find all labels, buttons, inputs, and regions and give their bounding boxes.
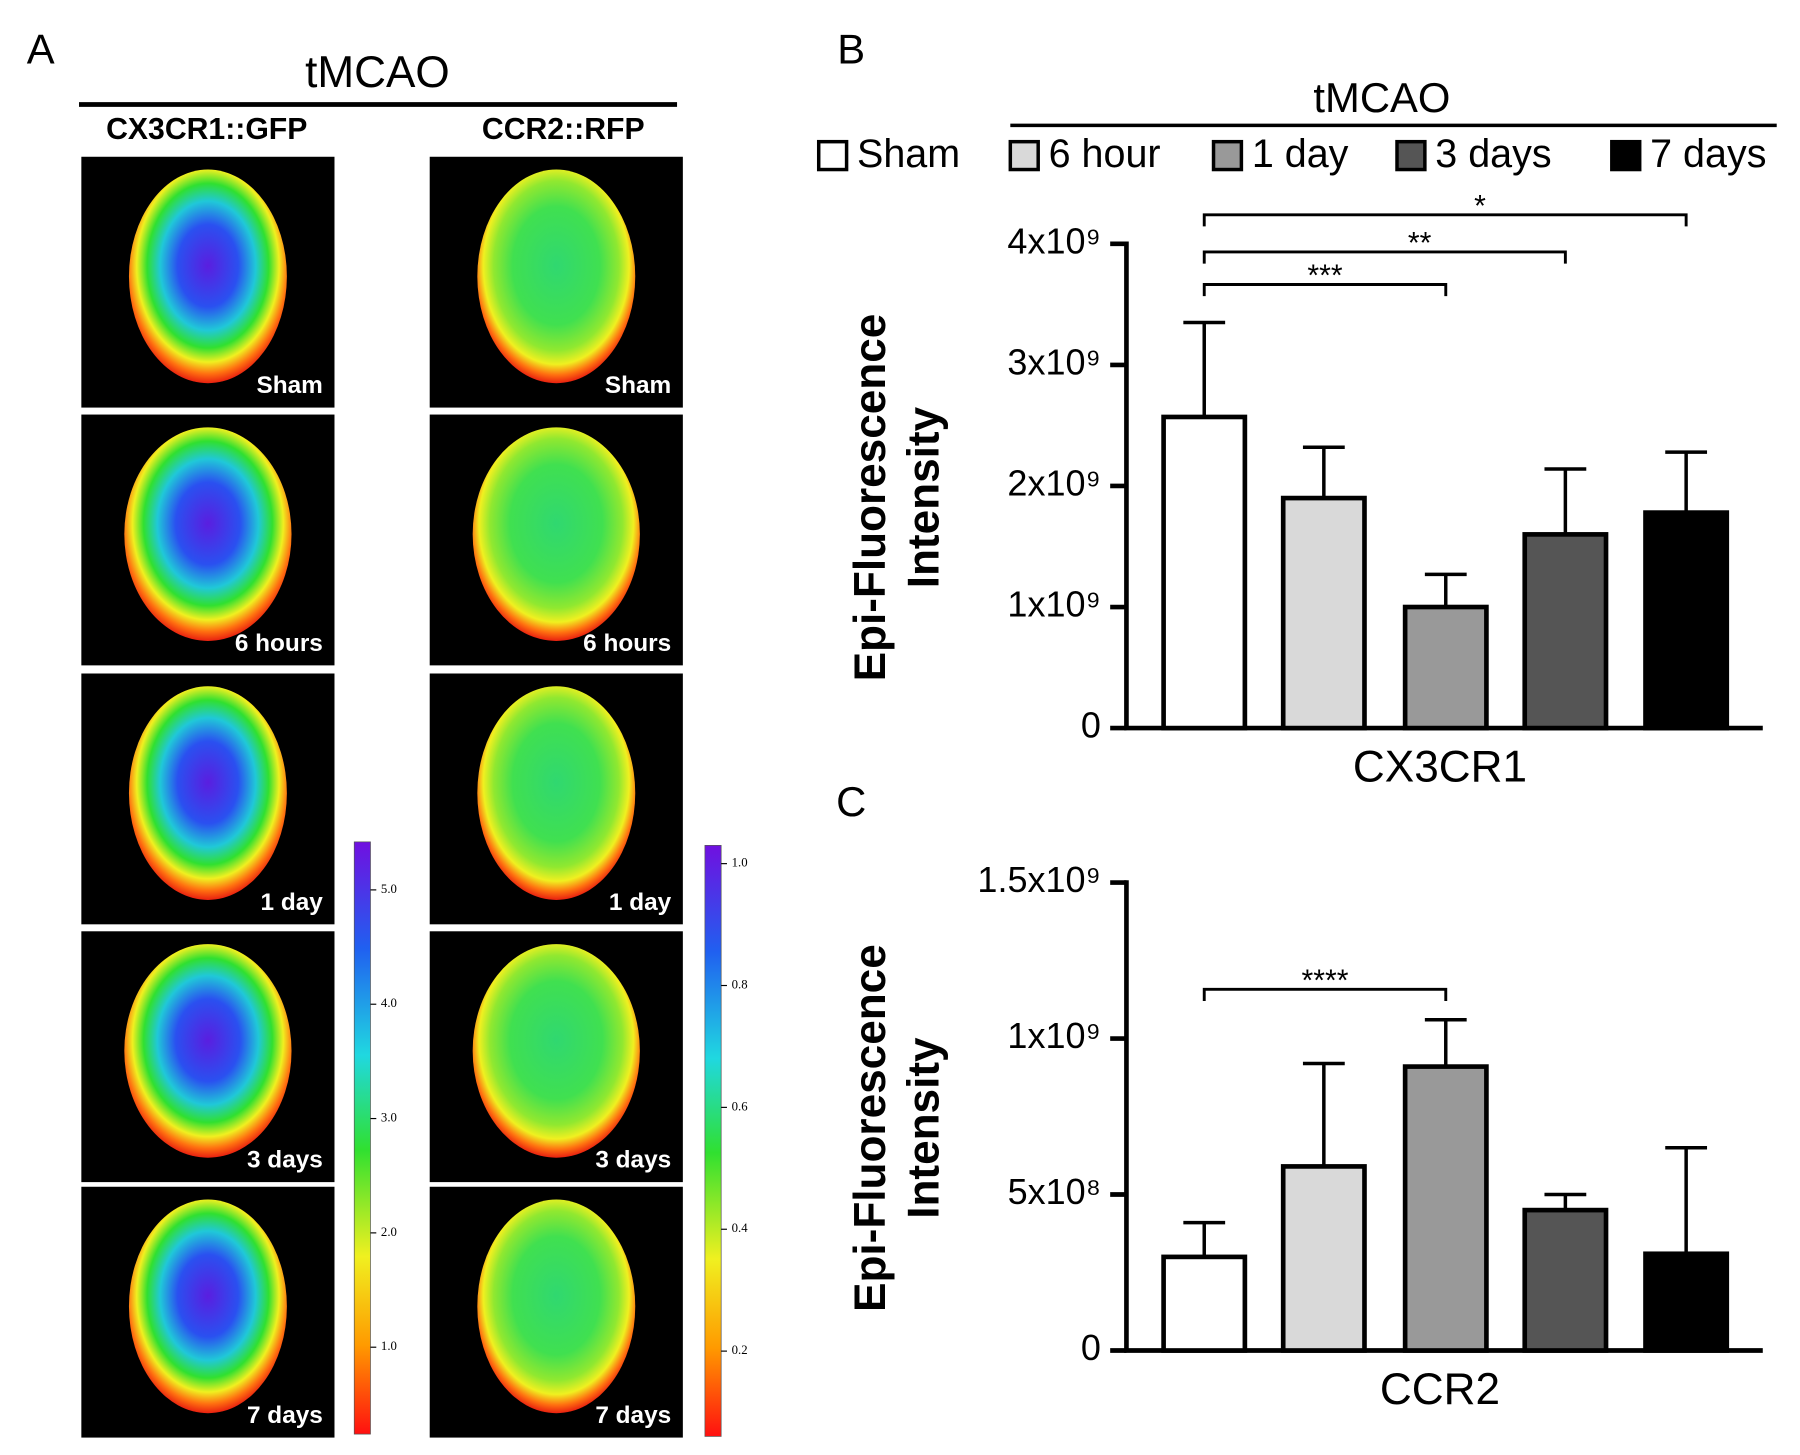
- legend-title: tMCAO: [1313, 74, 1450, 121]
- colorbar: [704, 845, 722, 1437]
- x-axis-label: CCR2: [1380, 1365, 1500, 1414]
- bar: [1522, 1207, 1609, 1353]
- brain-signal: [477, 169, 636, 384]
- brain-signal: [124, 427, 292, 641]
- colorbar-tick-label: 2.0: [381, 1225, 397, 1239]
- y-axis-label: Epi-Fluorescence: [846, 944, 895, 1312]
- brain-signal: [128, 686, 287, 900]
- legend-label: 7 days: [1650, 132, 1766, 176]
- bar: [1402, 604, 1489, 731]
- brain-signal: [477, 686, 636, 900]
- y-tick-label: 0: [1081, 705, 1101, 746]
- bar: [1522, 532, 1609, 731]
- y-axis-label: Intensity: [899, 1037, 948, 1219]
- significance-label: **: [1408, 227, 1432, 260]
- brain-signal: [472, 427, 640, 641]
- colorbar-tick-label: 0.4: [732, 1221, 749, 1235]
- significance-label: ****: [1302, 964, 1349, 997]
- bar: [1161, 1254, 1248, 1353]
- timepoint-label: 7 days: [595, 1402, 671, 1429]
- colorbar: [353, 841, 371, 1435]
- bar: [1161, 414, 1248, 731]
- colorbar-tick-label: 0.8: [732, 977, 748, 991]
- column-label: CCR2::RFP: [482, 113, 645, 146]
- brain-signal: [128, 1199, 287, 1414]
- y-tick-label: 1x10⁹: [1007, 1015, 1100, 1056]
- x-axis-label: CX3CR1: [1353, 743, 1527, 792]
- colorbar-tick-label: 1.0: [732, 856, 748, 870]
- bar: [1280, 495, 1367, 731]
- y-tick-label: 1x10⁹: [1007, 584, 1100, 625]
- legend-label: 1 day: [1252, 132, 1349, 176]
- legend-swatch: [1211, 139, 1244, 172]
- timepoint-label: Sham: [256, 372, 322, 399]
- panel-title: tMCAO: [305, 48, 450, 97]
- brain-signal: [472, 944, 640, 1158]
- significance-bracket: [1202, 283, 1448, 297]
- panel-label: C: [836, 778, 866, 825]
- legend-swatch: [1008, 139, 1040, 172]
- bar: [1402, 1064, 1489, 1353]
- legend-label: 6 hour: [1049, 132, 1161, 176]
- y-tick-label: 3x10⁹: [1007, 341, 1100, 382]
- y-axis-label: Intensity: [899, 406, 948, 588]
- colorbar-tick-label: 1.0: [381, 1339, 397, 1353]
- colorbar-tick-label: 3.0: [381, 1110, 397, 1124]
- legend-label: 3 days: [1435, 132, 1551, 176]
- timepoint-label: 6 hours: [583, 630, 671, 657]
- colorbar-tick-label: 5.0: [381, 882, 397, 896]
- y-axis-label: Epi-Fluorescence: [846, 314, 895, 682]
- colorbar-tick-label: 4.0: [381, 996, 397, 1010]
- legend-swatch: [1610, 139, 1642, 172]
- significance-label: ***: [1307, 259, 1342, 292]
- timepoint-label: 3 days: [595, 1147, 671, 1174]
- significance-bracket: [1202, 987, 1448, 1001]
- brain-signal: [477, 1199, 636, 1414]
- y-tick-label: 0: [1081, 1327, 1101, 1368]
- timepoint-label: Sham: [605, 372, 671, 399]
- y-tick-label: 1.5x10⁹: [977, 859, 1100, 900]
- panel-label: B: [837, 25, 865, 72]
- y-tick-label: 4x10⁹: [1007, 220, 1100, 261]
- timepoint-label: 6 hours: [235, 630, 323, 657]
- column-label: CX3CR1::GFP: [106, 113, 307, 146]
- timepoint-label: 1 day: [261, 889, 324, 916]
- timepoint-label: 3 days: [247, 1147, 323, 1174]
- bar: [1280, 1164, 1367, 1353]
- significance-label: *: [1474, 190, 1486, 223]
- panel-label: A: [27, 25, 55, 72]
- bar: [1643, 510, 1730, 731]
- legend-swatch: [816, 139, 849, 172]
- brain-signal: [124, 944, 292, 1158]
- colorbar-tick-label: 0.2: [732, 1343, 748, 1357]
- legend-label: Sham: [857, 132, 960, 176]
- significance-bracket: [1202, 213, 1688, 227]
- colorbar-tick-label: 0.6: [732, 1099, 748, 1113]
- bar: [1643, 1251, 1730, 1353]
- significance-bracket: [1202, 250, 1567, 264]
- legend-swatch: [1395, 139, 1427, 172]
- timepoint-label: 1 day: [609, 889, 672, 916]
- y-tick-label: 2x10⁹: [1007, 462, 1100, 503]
- timepoint-label: 7 days: [247, 1402, 323, 1429]
- y-tick-label: 5x10⁸: [1008, 1171, 1101, 1212]
- brain-signal: [128, 169, 287, 384]
